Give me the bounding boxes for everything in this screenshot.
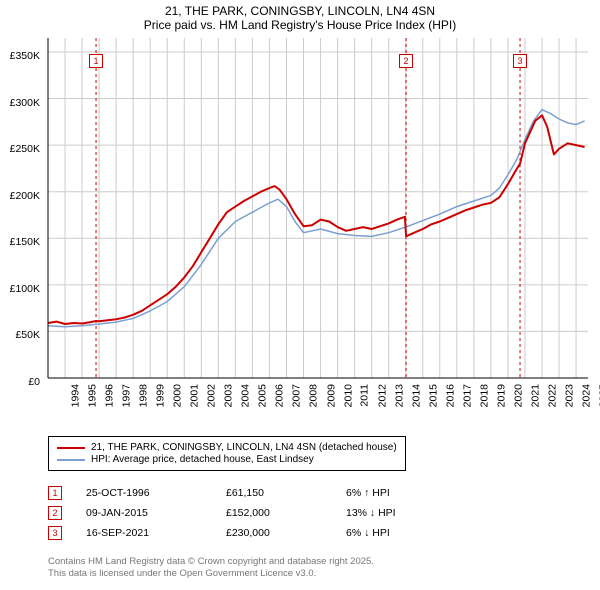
sale-delta: 6% ↓ HPI [346,527,466,539]
footnote-line: Contains HM Land Registry data © Crown c… [48,556,374,568]
x-tick-label: 2002 [206,384,218,407]
sale-marker-icon: 2 [399,54,413,68]
x-tick-label: 2024 [580,384,592,407]
x-tick-label: 2018 [478,384,490,407]
y-tick-label: £350K [10,50,40,62]
x-tick-label: 1994 [69,384,81,407]
chart-area: £0 £50K £100K £150K £200K £250K £300K £350K 199… [0,34,600,424]
x-tick-label: 2006 [274,384,286,407]
x-tick-label: 2011 [358,384,370,407]
y-tick-label: £0 [28,376,40,388]
x-tick-label: 2005 [257,384,269,407]
sale-row: 1 25-OCT-1996 £61,150 6% ↑ HPI [48,486,466,500]
x-tick-label: 2012 [376,384,388,407]
sale-marker-icon: 1 [89,54,103,68]
x-tick-label: 2015 [427,384,439,407]
x-tick-label: 2008 [308,384,320,407]
x-tick-label: 2010 [342,384,354,407]
chart-title-area: 21, THE PARK, CONINGSBY, LINCOLN, LN4 4S… [0,0,600,32]
x-tick-label: 2013 [393,384,405,407]
sale-row: 2 09-JAN-2015 £152,000 13% ↓ HPI [48,506,466,520]
x-tick-label: 2017 [461,384,473,407]
y-tick-label: £250K [10,143,40,155]
x-tick-label: 1995 [86,384,98,407]
chart-svg [0,34,600,424]
x-tick-label: 2023 [563,384,575,407]
sale-date: 09-JAN-2015 [86,507,226,519]
legend-swatch [57,459,85,461]
sale-price: £61,150 [226,487,346,499]
legend: 21, THE PARK, CONINGSBY, LINCOLN, LN4 4S… [48,436,406,471]
footnote: Contains HM Land Registry data © Crown c… [48,556,374,580]
legend-label: 21, THE PARK, CONINGSBY, LINCOLN, LN4 4S… [91,442,397,453]
x-tick-label: 2007 [291,384,303,407]
sale-delta: 6% ↑ HPI [346,487,466,499]
x-tick-label: 2001 [189,384,201,407]
footnote-line: This data is licensed under the Open Gov… [48,568,374,580]
x-tick-label: 2009 [325,384,337,407]
legend-swatch [57,447,85,449]
title-line-1: 21, THE PARK, CONINGSBY, LINCOLN, LN4 4S… [0,4,600,18]
sale-marker-icon: 2 [48,506,62,520]
x-tick-label: 2014 [410,384,422,407]
sale-price: £152,000 [226,507,346,519]
sale-marker-icon: 3 [513,54,527,68]
sale-delta: 13% ↓ HPI [346,507,466,519]
x-tick-label: 1998 [137,384,149,407]
sale-date: 25-OCT-1996 [86,487,226,499]
x-tick-label: 2003 [223,384,235,407]
x-tick-label: 2016 [444,384,456,407]
x-tick-label: 2020 [512,384,524,407]
sale-marker-icon: 1 [48,486,62,500]
legend-label: HPI: Average price, detached house, East… [91,454,314,465]
y-tick-label: £200K [10,190,40,202]
sale-row: 3 16-SEP-2021 £230,000 6% ↓ HPI [48,526,466,540]
y-tick-label: £300K [10,97,40,109]
sale-marker-icon: 3 [48,526,62,540]
sale-date: 16-SEP-2021 [86,527,226,539]
y-tick-label: £150K [10,236,40,248]
x-tick-label: 2000 [172,384,184,407]
x-tick-label: 1996 [103,384,115,407]
legend-row: 21, THE PARK, CONINGSBY, LINCOLN, LN4 4S… [57,442,397,453]
x-tick-label: 2022 [546,384,558,407]
y-tick-label: £100K [10,283,40,295]
y-tick-label: £50K [15,329,40,341]
x-tick-label: 1999 [155,384,167,407]
sales-table: 1 25-OCT-1996 £61,150 6% ↑ HPI 2 09-JAN-… [48,480,466,546]
x-tick-label: 1997 [120,384,132,407]
x-tick-label: 2021 [529,384,541,407]
legend-row: HPI: Average price, detached house, East… [57,454,397,465]
x-tick-label: 2004 [240,384,252,407]
x-tick-label: 2019 [495,384,507,407]
sale-price: £230,000 [226,527,346,539]
title-line-2: Price paid vs. HM Land Registry's House … [0,18,600,32]
